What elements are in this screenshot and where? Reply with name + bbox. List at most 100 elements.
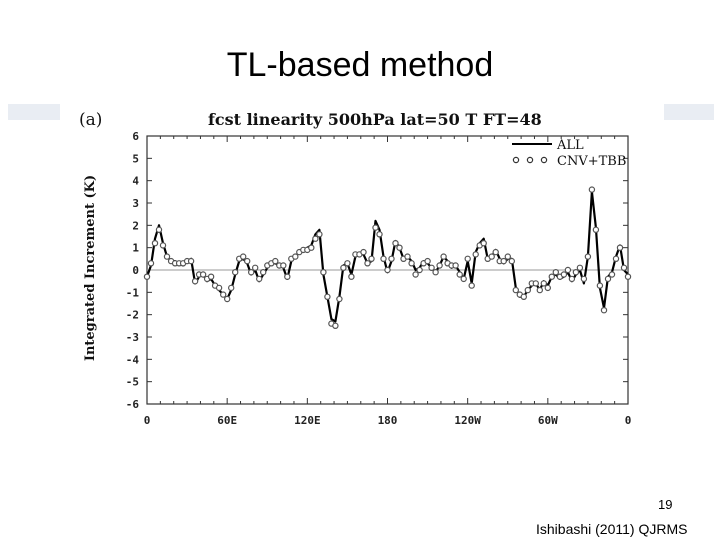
cnv-tbb-point (272, 257, 279, 265)
cnv-tbb-point (412, 271, 419, 278)
cnv-tbb-point (576, 264, 584, 271)
legend-label-cnv-tbb: CNV+TBB (557, 154, 626, 169)
cnv-tbb-point (464, 255, 471, 262)
x-axis: 0 60E 120E 180 120W 60W 0 (144, 136, 632, 427)
x-tick-label: 0 (144, 414, 151, 427)
cnv-tbb-point (552, 268, 560, 276)
cnv-tbb-point (540, 280, 548, 287)
legend-marker (540, 156, 548, 164)
cnv-tbb-point (568, 275, 576, 283)
cnv-tbb-point (436, 262, 443, 269)
y-tick-label: -4 (126, 353, 140, 366)
panel-label: (a) (79, 110, 102, 130)
cnv-tbb-point (612, 255, 620, 262)
cnv-tbb-point (340, 264, 347, 271)
cnv-tbb-point (472, 251, 479, 258)
y-tick-label: 1 (132, 242, 139, 255)
cnv-tbb-point (260, 268, 267, 276)
cnv-tbb-point (440, 253, 447, 260)
cnv-tbb-point (247, 268, 255, 276)
cnv-tbb-point (520, 293, 528, 300)
x-tick-label: 120W (454, 414, 481, 427)
cnv-tbb-point (284, 273, 291, 280)
cnv-tbb-point (231, 268, 239, 276)
legend-marker (512, 156, 520, 164)
y-axis-label: Integrated Increment (K) (83, 175, 98, 361)
cnv-tbb-point (584, 253, 592, 260)
cnv-tbb-point (364, 260, 371, 267)
x-tick-label: 60W (538, 414, 558, 427)
cnv-tbb-point (372, 224, 379, 231)
y-tick-label: -1 (126, 286, 140, 299)
cnv-tbb-point (332, 322, 339, 329)
cnv-tbb-point (159, 242, 167, 249)
y-tick-label: -2 (126, 309, 139, 322)
right-edge-strip (664, 104, 714, 120)
cnv-tbb-point (564, 266, 572, 274)
x-tick-label: 60E (217, 414, 237, 427)
y-tick-label: 6 (132, 130, 139, 143)
cnv-tbb-point (604, 275, 612, 283)
cnv-tbb-point (624, 273, 632, 280)
cnv-tbb-point (396, 244, 403, 251)
y-tick-label: 0 (132, 264, 139, 277)
cnv-tbb-point (592, 226, 600, 233)
cnv-tbb-point (324, 293, 331, 300)
cnv-tbb-point (143, 273, 151, 280)
cnv-tbb-point (560, 271, 568, 278)
legend: ALL CNV+TBB (512, 138, 626, 169)
y-tick-label: 4 (132, 175, 139, 188)
cnv-tbb-point (532, 280, 540, 287)
legend-marker (526, 156, 534, 164)
legend-label-all: ALL (556, 138, 584, 153)
cnv-tbb-point (524, 286, 532, 294)
cnv-tbb-point (428, 264, 435, 271)
cnv-tbb-point (239, 253, 247, 260)
cnv-tbb-point (320, 268, 327, 276)
cnv-tbb-point (492, 248, 499, 256)
x-tick-label: 0 (625, 414, 632, 427)
slide-title: TL-based method (226, 46, 494, 84)
cnv-tbb-point (544, 284, 552, 292)
cnv-tbb-point (344, 260, 351, 267)
y-tick-label: -5 (126, 376, 139, 389)
legend-swatch-cnv-tbb (512, 156, 548, 164)
figure: (a) fcst linearity 500hPa lat=50 T FT=48… (0, 98, 720, 438)
cnv-tbb-point (588, 186, 596, 193)
citation: Ishibashi (2011) QJRMS (536, 521, 688, 537)
cnv-tbb-point (488, 253, 495, 260)
series-cnv-tbb (143, 186, 632, 329)
cnv-tbb-point (348, 273, 355, 280)
cnv-tbb-point (480, 239, 487, 247)
y-tick-label: -3 (126, 331, 139, 344)
cnv-tbb-point (536, 286, 544, 294)
series-all (145, 190, 629, 323)
cnv-tbb-point (219, 291, 227, 298)
cnv-tbb-point (223, 295, 231, 303)
line-chart: (a) fcst linearity 500hPa lat=50 T FT=48… (79, 110, 632, 427)
cnv-tbb-point (227, 284, 235, 292)
cnv-tbb-point (187, 257, 195, 265)
cnv-tbb-point (308, 244, 315, 251)
x-tick-label: 180 (378, 414, 398, 427)
cnv-tbb-point (388, 255, 395, 262)
cnv-tbb-point (147, 260, 155, 267)
cnv-tbb-point (151, 239, 159, 247)
cnv-tbb-point (207, 273, 215, 280)
cnv-tbb-point (468, 282, 475, 289)
cnv-tbb-point (243, 257, 251, 265)
cnv-tbb-point (380, 255, 387, 262)
cnv-tbb-point (251, 264, 259, 271)
cnv-tbb-point (384, 266, 391, 274)
cnv-tbb-point (616, 244, 624, 251)
y-tick-label: 5 (132, 152, 139, 165)
cnv-tbb-point (316, 231, 323, 238)
y-tick-label: -6 (126, 398, 140, 411)
cnv-tbb-point (292, 253, 299, 260)
cnv-tbb-point (424, 257, 431, 265)
cnv-tbb-point (312, 235, 319, 242)
cnv-tbb-point (416, 266, 423, 274)
cnv-tbb-point (256, 275, 263, 283)
cnv-tbb-point (456, 271, 463, 278)
cnv-tbb-point (408, 260, 415, 267)
